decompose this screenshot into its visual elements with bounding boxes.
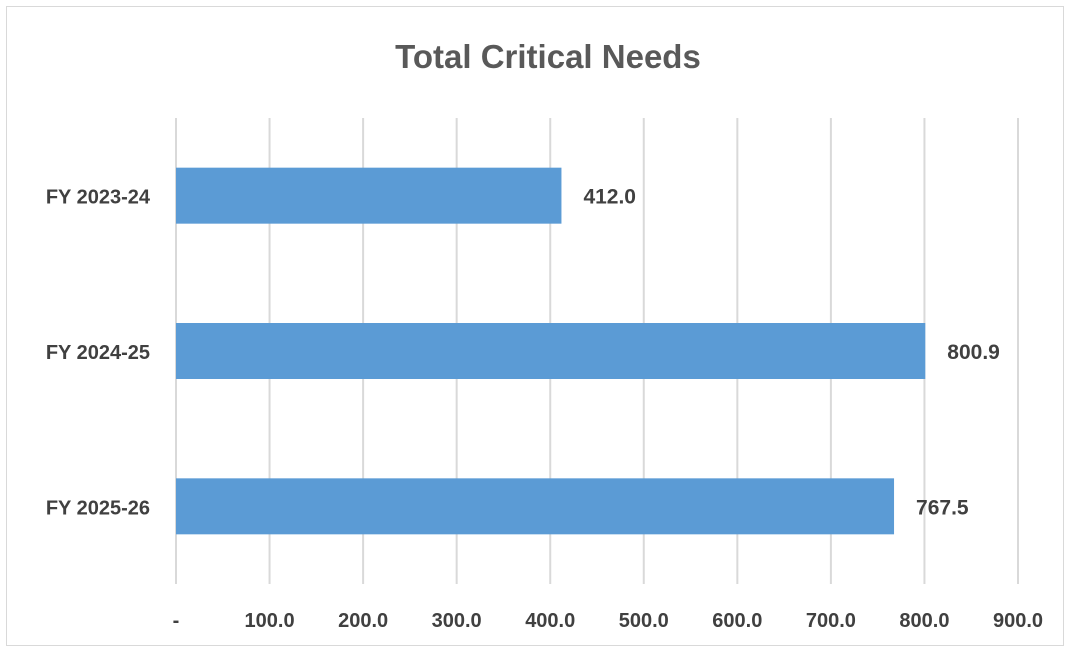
x-tick-label: - — [173, 610, 180, 632]
category-label: FY 2024-25 — [46, 342, 150, 364]
bar — [176, 323, 926, 379]
x-tick-labels: - 100.0 200.0 300.0 400.0 500.0 600.0 700.0 800.… — [173, 610, 1043, 632]
bar — [176, 167, 562, 224]
data-label: 412.0 — [583, 186, 636, 209]
x-tick-label: 200.0 — [338, 610, 388, 632]
chart-title: Total Critical Needs — [395, 38, 701, 75]
x-tick-label: 100.0 — [245, 610, 295, 632]
x-tick-label: 500.0 — [619, 610, 669, 632]
x-tick-label: 800.0 — [899, 610, 949, 632]
x-tick-label: 600.0 — [712, 610, 762, 632]
data-label: 767.5 — [916, 496, 969, 519]
x-tick-label: 700.0 — [806, 610, 856, 632]
data-labels: 412.0 800.9 767.5 — [583, 186, 999, 520]
bars — [176, 167, 926, 535]
bar — [176, 478, 895, 535]
category-label: FY 2025-26 — [46, 497, 150, 519]
data-label: 800.9 — [947, 341, 1000, 364]
x-tick-label: 400.0 — [525, 610, 575, 632]
x-tick-label: 300.0 — [432, 610, 482, 632]
category-label: FY 2023-24 — [46, 187, 151, 209]
category-labels: FY 2023-24 FY 2024-25 FY 2025-26 — [46, 187, 151, 520]
x-tick-label: 900.0 — [993, 610, 1043, 632]
